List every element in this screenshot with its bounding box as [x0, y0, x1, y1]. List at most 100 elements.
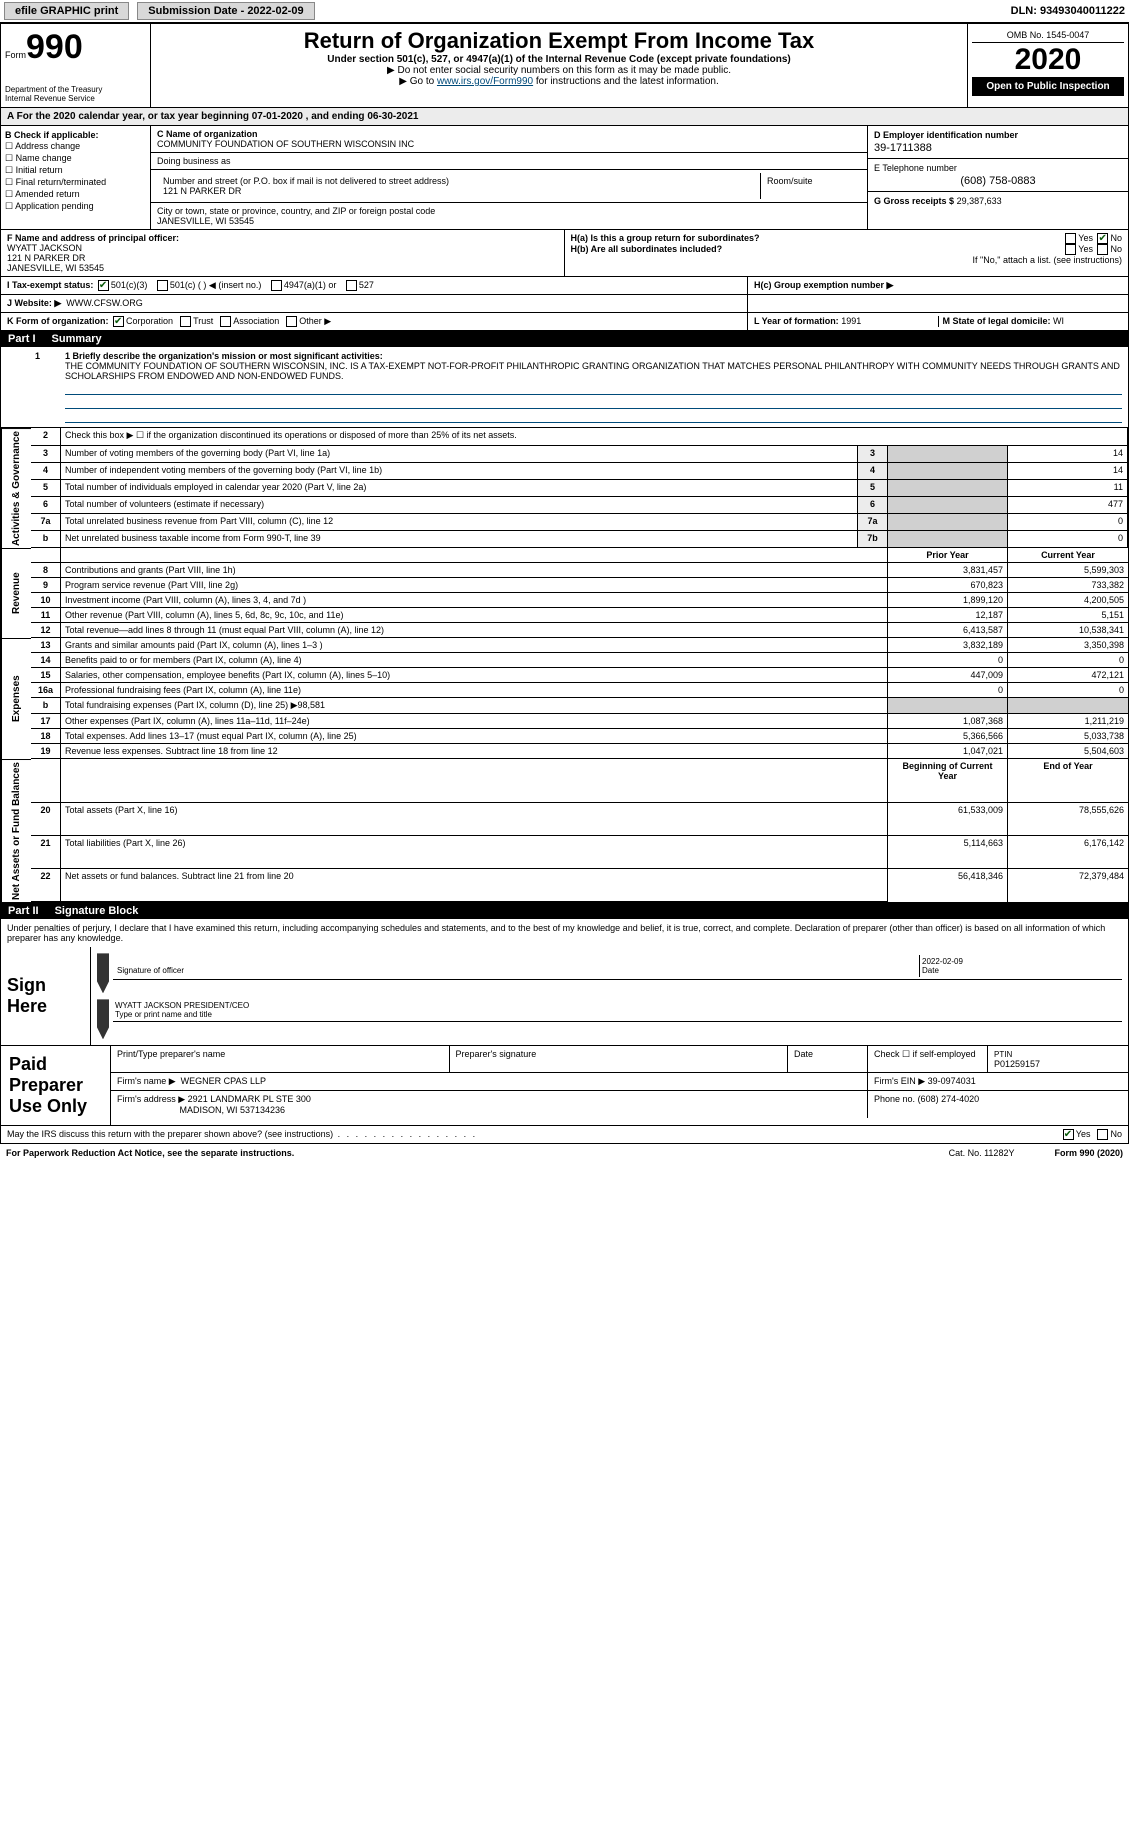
cb-application-pending[interactable]: ☐ Application pending — [5, 201, 146, 212]
sig-name-title: WYATT JACKSON PRESIDENT/CEO — [115, 1001, 249, 1010]
dln-label: DLN: 93493040011222 — [1011, 5, 1125, 17]
period-row: A For the 2020 calendar year, or tax yea… — [0, 108, 1129, 126]
form-id-cell: Form990 Department of the Treasury Inter… — [1, 24, 151, 107]
section-h: H(a) Is this a group return for subordin… — [565, 230, 1129, 276]
hb-yes[interactable] — [1065, 244, 1076, 255]
officer-addr2: JANESVILLE, WI 53545 — [7, 263, 104, 273]
entity-block: B Check if applicable: ☐ Address change … — [0, 126, 1129, 230]
cb-initial-return[interactable]: ☐ Initial return — [5, 165, 146, 176]
sig-date: 2022-02-09Date — [920, 955, 1120, 977]
summary-table: Activities & Governance2Check this box ▶… — [0, 428, 1129, 903]
section-f: F Name and address of principal officer:… — [1, 230, 565, 276]
cb-final-return[interactable]: ☐ Final return/terminated — [5, 177, 146, 188]
ssn-note: ▶ Do not enter social security numbers o… — [155, 65, 963, 76]
prep-sig-label: Preparer's signature — [450, 1046, 789, 1072]
goto-pre: ▶ Go to — [399, 76, 437, 87]
firm-addr2: MADISON, WI 537134236 — [180, 1105, 286, 1115]
cb-name-change[interactable]: ☐ Name change — [5, 153, 146, 164]
preparer-label: Paid Preparer Use Only — [1, 1046, 111, 1125]
officer-addr1: 121 N PARKER DR — [7, 253, 85, 263]
cb-corp[interactable] — [113, 316, 124, 327]
signature-block: Under penalties of perjury, I declare th… — [0, 919, 1129, 1046]
sign-here-label: Sign Here — [1, 947, 91, 1045]
ptin-label: PTIN — [994, 1050, 1012, 1059]
hb-ifno: If "No," attach a list. (see instruction… — [571, 255, 1123, 265]
cb-assoc[interactable] — [220, 316, 231, 327]
discuss-row: May the IRS discuss this return with the… — [0, 1126, 1129, 1144]
open-inspection-badge: Open to Public Inspection — [972, 77, 1124, 96]
addr-label: Number and street (or P.O. box if mail i… — [163, 176, 449, 186]
discuss-text: May the IRS discuss this return with the… — [7, 1129, 477, 1140]
discuss-yes[interactable] — [1063, 1129, 1074, 1140]
mission-rule-1 — [65, 383, 1122, 395]
sig-arrow-icon-2 — [97, 999, 109, 1039]
mission-rule-2 — [65, 397, 1122, 409]
ha-no[interactable] — [1097, 233, 1108, 244]
cb-4947[interactable] — [271, 280, 282, 291]
cb-address-change[interactable]: ☐ Address change — [5, 141, 146, 152]
submission-date-button[interactable]: Submission Date - 2022-02-09 — [137, 2, 314, 20]
cb-501c[interactable] — [157, 280, 168, 291]
goto-note: ▶ Go to www.irs.gov/Form990 for instruct… — [155, 76, 963, 87]
gross-receipts-value: 29,387,633 — [957, 196, 1002, 206]
omb-number: OMB No. 1545-0047 — [972, 28, 1124, 43]
tax-status-row: I Tax-exempt status: 501(c)(3) 501(c) ( … — [0, 277, 1129, 295]
efile-print-button[interactable]: efile GRAPHIC print — [4, 2, 129, 20]
domicile-label: M State of legal domicile: — [943, 316, 1051, 326]
sig-declaration: Under penalties of perjury, I declare th… — [1, 919, 1128, 947]
website-row: J Website: ▶ WWW.CFSW.ORG — [0, 295, 1129, 313]
cb-other[interactable] — [286, 316, 297, 327]
discuss-no[interactable] — [1097, 1129, 1108, 1140]
mission-rule-3 — [65, 411, 1122, 423]
form-ref: Form 990 (2020) — [1054, 1148, 1123, 1158]
formorg-label: K Form of organization: — [7, 316, 109, 326]
dba-label: Doing business as — [157, 156, 231, 166]
mission-text: THE COMMUNITY FOUNDATION OF SOUTHERN WIS… — [65, 361, 1120, 381]
org-name: COMMUNITY FOUNDATION OF SOUTHERN WISCONS… — [157, 139, 414, 149]
f-h-block: F Name and address of principal officer:… — [0, 230, 1129, 277]
cb-amended-return[interactable]: ☐ Amended return — [5, 189, 146, 200]
city-value: JANESVILLE, WI 53545 — [157, 216, 254, 226]
cb-501c3[interactable] — [98, 280, 109, 291]
title-cell: Return of Organization Exempt From Incom… — [151, 24, 968, 107]
goto-post: for instructions and the latest informat… — [533, 76, 719, 87]
mission-label: 1 Briefly describe the organization's mi… — [65, 351, 383, 361]
form-number: 990 — [26, 28, 83, 66]
form-prefix: Form — [5, 50, 26, 60]
tax-status-label: I Tax-exempt status: — [7, 280, 93, 290]
firm-addr-label: Firm's address ▶ — [117, 1094, 185, 1104]
prep-check-label: Check ☐ if self-employed — [868, 1046, 988, 1072]
form-header: Form990 Department of the Treasury Inter… — [0, 23, 1129, 108]
pra-notice: For Paperwork Reduction Act Notice, see … — [6, 1148, 294, 1158]
firm-phone-label: Phone no. — [874, 1094, 915, 1104]
prep-date-label: Date — [788, 1046, 868, 1072]
ha-label: H(a) Is this a group return for subordin… — [571, 233, 760, 244]
section-c: C Name of organization COMMUNITY FOUNDAT… — [151, 126, 868, 229]
tax-year: 2020 — [972, 43, 1124, 77]
room-label: Room/suite — [767, 176, 813, 186]
org-name-label: C Name of organization — [157, 129, 258, 139]
year-formed-label: L Year of formation: — [754, 316, 839, 326]
officer-name: WYATT JACKSON — [7, 243, 82, 253]
hb-no[interactable] — [1097, 244, 1108, 255]
dept-label: Department of the Treasury Internal Reve… — [5, 85, 146, 103]
ein-value: 39-1711388 — [874, 140, 1122, 154]
phone-value: (608) 758-0883 — [874, 173, 1122, 187]
sig-type-label: Type or print name and title — [115, 1010, 212, 1019]
cat-no: Cat. No. 11282Y — [949, 1148, 1015, 1158]
part-i-num: Part I — [8, 333, 36, 345]
ptin-value: P01259157 — [994, 1059, 1040, 1069]
firm-addr1: 2921 LANDMARK PL STE 300 — [188, 1094, 311, 1104]
irs-link[interactable]: www.irs.gov/Form990 — [437, 76, 533, 87]
cb-527[interactable] — [346, 280, 357, 291]
ha-yes[interactable] — [1065, 233, 1076, 244]
firm-name: WEGNER CPAS LLP — [181, 1076, 266, 1086]
gross-receipts-label: G Gross receipts $ — [874, 196, 954, 206]
mission-block: 1 1 Briefly describe the organization's … — [0, 347, 1129, 428]
firm-ein-label: Firm's EIN ▶ — [874, 1076, 925, 1086]
cb-trust[interactable] — [180, 316, 191, 327]
section-b-title: B Check if applicable: — [5, 130, 99, 140]
year-cell: OMB No. 1545-0047 2020 Open to Public In… — [968, 24, 1128, 107]
officer-label: F Name and address of principal officer: — [7, 233, 179, 243]
right-col: D Employer identification number 39-1711… — [868, 126, 1128, 229]
